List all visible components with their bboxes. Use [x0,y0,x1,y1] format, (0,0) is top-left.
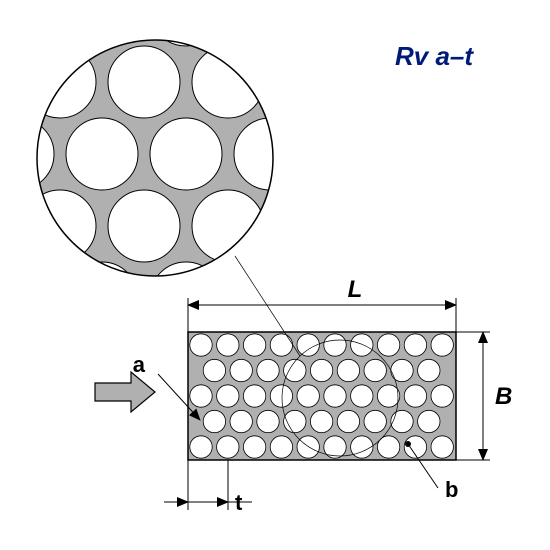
hole [257,410,279,432]
hole [337,410,359,432]
hole [377,334,399,356]
label-L: L [348,276,363,303]
hole [284,359,306,381]
hole [270,436,292,458]
hole [391,359,413,381]
dot-b [405,441,411,447]
label-t: t [235,490,243,515]
label-B: B [495,383,512,410]
hole [431,334,453,356]
hole [217,334,239,356]
hole [270,385,292,407]
hole [190,385,212,407]
hole [404,334,426,356]
hole [243,436,265,458]
hole [190,334,212,356]
label-a: a [133,352,146,377]
hole [270,334,292,356]
hole [351,334,373,356]
hole [431,385,453,407]
hole [203,410,225,432]
hole [243,334,265,356]
hole [351,436,373,458]
hole [310,359,332,381]
hole [310,410,332,432]
hole [324,334,346,356]
hole [404,385,426,407]
hole [230,359,252,381]
hole [230,410,252,432]
hole [364,410,386,432]
hole [217,436,239,458]
hole [257,359,279,381]
hole [297,385,319,407]
hole [217,385,239,407]
hole [297,436,319,458]
hole [377,385,399,407]
hole [364,359,386,381]
hole [418,359,440,381]
hole [203,359,225,381]
hole [391,410,413,432]
label-b: b [445,477,458,502]
hole [337,359,359,381]
hole [418,410,440,432]
hole [351,385,373,407]
title: Rv a–t [395,41,474,71]
hole [243,385,265,407]
direction-arrow [95,372,155,412]
hole [324,385,346,407]
hole [190,436,212,458]
hole [431,436,453,458]
